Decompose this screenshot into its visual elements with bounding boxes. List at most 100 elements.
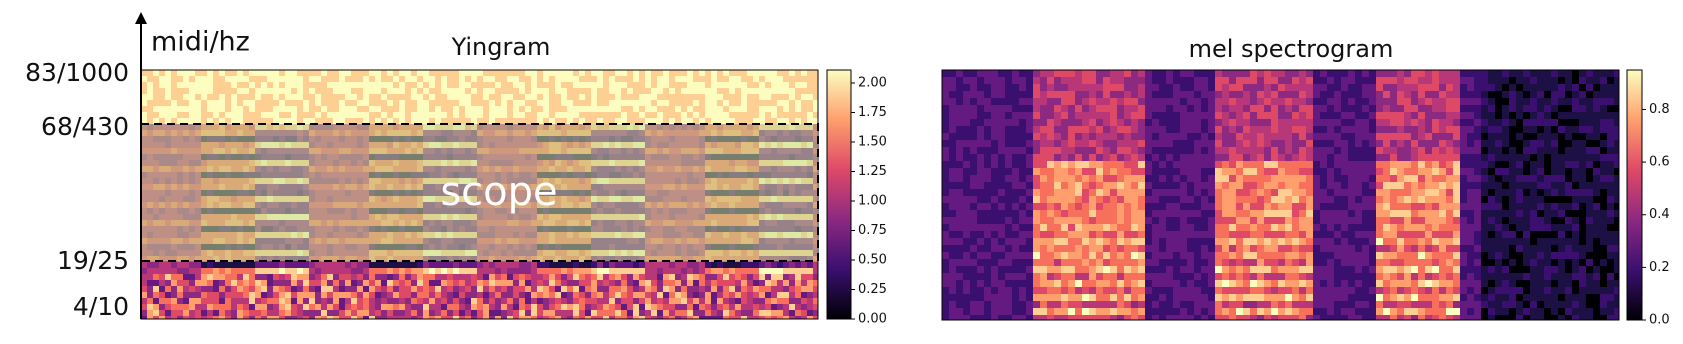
pixel	[681, 106, 687, 112]
pixel	[789, 94, 795, 100]
pixel	[633, 76, 639, 82]
pixel	[984, 77, 991, 84]
pixel	[363, 106, 369, 112]
pixel	[639, 298, 645, 304]
pixel	[549, 292, 555, 298]
pixel	[717, 292, 723, 298]
pixel	[687, 88, 693, 94]
pixel	[663, 286, 669, 292]
pixel	[429, 106, 435, 112]
pixel	[633, 106, 639, 112]
pixel	[501, 88, 507, 94]
pixel	[429, 70, 435, 76]
pixel	[237, 82, 243, 88]
pixel	[970, 280, 977, 287]
pixel	[735, 94, 741, 100]
pixel	[801, 70, 807, 76]
pixel	[675, 310, 681, 316]
pixel	[765, 262, 771, 268]
pixel	[435, 262, 441, 268]
pixel	[543, 304, 549, 310]
pixel	[633, 310, 639, 316]
pixel	[687, 298, 693, 304]
pixel	[627, 292, 633, 298]
pixel	[579, 274, 585, 280]
mel-image	[942, 70, 1621, 322]
pixel	[639, 274, 645, 280]
pixel	[747, 292, 753, 298]
pixel	[273, 262, 279, 268]
pixel	[237, 310, 243, 316]
pixel	[285, 112, 291, 118]
pixel	[195, 292, 201, 298]
pixel	[165, 274, 171, 280]
pixel	[267, 286, 273, 292]
pixel	[801, 112, 807, 118]
pixel	[387, 298, 393, 304]
pixel	[309, 100, 315, 106]
pixel	[789, 262, 795, 268]
pixel	[789, 112, 795, 118]
pixel	[669, 304, 675, 310]
pixel	[942, 238, 949, 245]
pixel	[603, 82, 609, 88]
pixel	[949, 182, 956, 189]
pixel	[171, 274, 177, 280]
pixel	[165, 262, 171, 268]
pixel	[675, 292, 681, 298]
pixel	[699, 280, 705, 286]
pixel	[651, 112, 657, 118]
pixel	[195, 310, 201, 316]
pixel	[171, 268, 177, 274]
pixel	[177, 310, 183, 316]
pixel	[699, 76, 705, 82]
pixel	[297, 280, 303, 286]
pixel	[711, 304, 717, 310]
pixel	[705, 112, 711, 118]
pixel	[489, 106, 495, 112]
pixel	[501, 70, 507, 76]
pixel	[963, 147, 970, 154]
pixel	[783, 76, 789, 82]
pixel	[561, 292, 567, 298]
pixel	[393, 100, 399, 106]
pixel	[729, 76, 735, 82]
pixel	[333, 88, 339, 94]
pixel	[279, 112, 285, 118]
pixel	[267, 268, 273, 274]
pixel	[615, 304, 621, 310]
pixel	[321, 274, 327, 280]
pixel	[423, 106, 429, 112]
pixel	[369, 298, 375, 304]
pixel	[513, 88, 519, 94]
pixel	[970, 175, 977, 182]
pixel	[705, 94, 711, 100]
pixel	[531, 76, 537, 82]
pixel	[783, 112, 789, 118]
pixel	[741, 100, 747, 106]
pixel	[291, 274, 297, 280]
pixel	[651, 94, 657, 100]
pixel	[603, 88, 609, 94]
pixel	[501, 310, 507, 316]
pixel	[657, 304, 663, 310]
pixel	[249, 94, 255, 100]
pixel	[459, 76, 465, 82]
pixel	[387, 286, 393, 292]
pixel	[213, 82, 219, 88]
pixel	[249, 106, 255, 112]
pixel	[369, 106, 375, 112]
pixel	[249, 82, 255, 88]
pixel	[675, 262, 681, 268]
pixel	[783, 70, 789, 76]
pixel	[603, 298, 609, 304]
pixel	[621, 112, 627, 118]
pixel	[741, 298, 747, 304]
pixel	[171, 280, 177, 286]
pixel	[795, 310, 801, 316]
pixel	[567, 274, 573, 280]
pixel	[279, 76, 285, 82]
pixel	[956, 154, 963, 161]
pixel	[561, 100, 567, 106]
pixel	[357, 100, 363, 106]
